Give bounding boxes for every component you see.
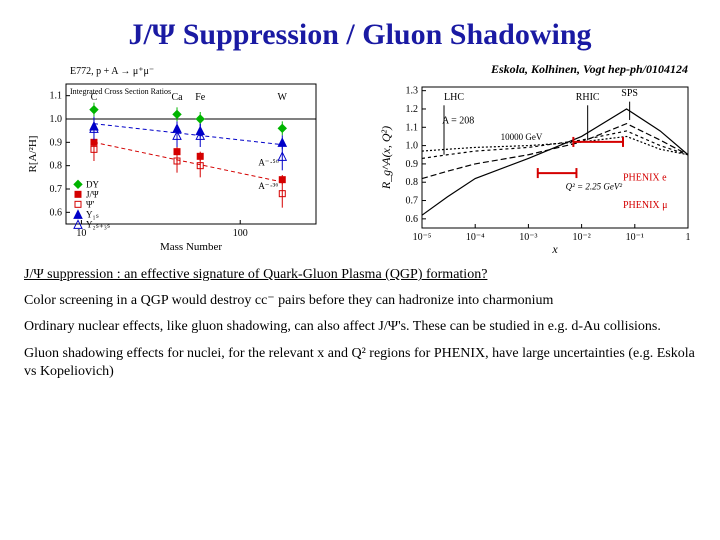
svg-text:1.2: 1.2 (406, 104, 419, 115)
svg-text:Υ₁ₛ: Υ₁ₛ (86, 209, 99, 219)
svg-text:C: C (91, 92, 98, 103)
svg-text:Mass Number: Mass Number (160, 241, 222, 252)
svg-text:Fe: Fe (195, 92, 206, 103)
svg-text:Ψ': Ψ' (86, 199, 95, 209)
svg-text:0.8: 0.8 (406, 177, 419, 188)
svg-text:Q² = 2.25 GeV²: Q² = 2.25 GeV² (566, 182, 623, 192)
left-chart: E772, p + A → μ⁺μ⁻ Integrated Cross Secti… (24, 62, 324, 252)
svg-text:1: 1 (686, 232, 691, 243)
paragraph-1: J/Ψ suppression : an effective signature… (24, 267, 487, 282)
svg-text:PHENIX e: PHENIX e (623, 172, 667, 183)
svg-text:0.6: 0.6 (50, 207, 63, 218)
page-title: J/Ψ Suppression / Gluon Shadowing (24, 18, 696, 52)
svg-text:100: 100 (233, 228, 248, 239)
svg-text:PHENIX μ: PHENIX μ (623, 200, 668, 211)
paragraph-4: Gluon shadowing effects for nuclei, for … (24, 345, 696, 381)
svg-text:10⁻²: 10⁻² (572, 232, 590, 243)
svg-text:1.0: 1.0 (50, 114, 63, 125)
paragraph-3: Ordinary nuclear effects, like gluon sha… (24, 318, 696, 336)
svg-text:0.9: 0.9 (50, 137, 63, 148)
svg-text:R[A/²H]: R[A/²H] (27, 136, 39, 173)
svg-text:10: 10 (76, 228, 86, 239)
body-text: J/Ψ suppression : an effective signature… (24, 266, 696, 381)
svg-text:Ca: Ca (171, 92, 183, 103)
svg-text:A⁻·³⁶: A⁻·³⁶ (258, 181, 278, 191)
citation: Eskola, Kolhinen, Vogt hep-ph/0104124 (491, 62, 688, 77)
svg-text:DY: DY (86, 179, 99, 189)
svg-text:W: W (278, 92, 288, 103)
svg-text:Υ₂ₛ₊₃ₛ: Υ₂ₛ₊₃ₛ (86, 219, 110, 229)
svg-text:x: x (551, 242, 558, 254)
svg-text:0.9: 0.9 (406, 159, 419, 170)
right-chart: 0.6 0.7 0.8 0.9 1.0 1.1 1.2 1.3 10⁻⁵ 10⁻⁴ 10⁻³ 10⁻²… (376, 79, 696, 254)
svg-text:10⁻⁴: 10⁻⁴ (466, 232, 485, 243)
svg-text:R_g^A(x, Q²): R_g^A(x, Q²) (379, 126, 393, 190)
svg-text:A⁻·⁵⁶: A⁻·⁵⁶ (258, 158, 279, 168)
svg-text:E772, p + A → μ⁺μ⁻: E772, p + A → μ⁺μ⁻ (70, 66, 154, 77)
svg-text:0.8: 0.8 (50, 161, 63, 172)
svg-text:Integrated Cross Section Ratio: Integrated Cross Section Ratios (70, 87, 171, 96)
svg-text:0.7: 0.7 (50, 184, 63, 195)
svg-text:LHC: LHC (444, 92, 464, 103)
svg-text:10⁻¹: 10⁻¹ (626, 232, 644, 243)
svg-text:1.1: 1.1 (406, 122, 419, 133)
svg-text:1.1: 1.1 (50, 91, 63, 102)
svg-text:10000 GeV: 10000 GeV (501, 132, 543, 142)
svg-text:0.7: 0.7 (406, 196, 419, 207)
svg-text:A = 208: A = 208 (442, 116, 474, 127)
paragraph-2: Color screening in a QGP would destroy c… (24, 292, 696, 310)
svg-text:0.6: 0.6 (406, 214, 419, 225)
svg-text:10⁻⁵: 10⁻⁵ (413, 232, 432, 243)
svg-text:10⁻³: 10⁻³ (519, 232, 537, 243)
svg-text:1.3: 1.3 (406, 86, 419, 97)
svg-text:SPS: SPS (621, 88, 638, 99)
svg-text:1.0: 1.0 (406, 141, 419, 152)
svg-text:J/Ψ: J/Ψ (86, 189, 99, 199)
charts-row: E772, p + A → μ⁺μ⁻ Integrated Cross Secti… (24, 62, 696, 254)
svg-text:RHIC: RHIC (576, 92, 600, 103)
